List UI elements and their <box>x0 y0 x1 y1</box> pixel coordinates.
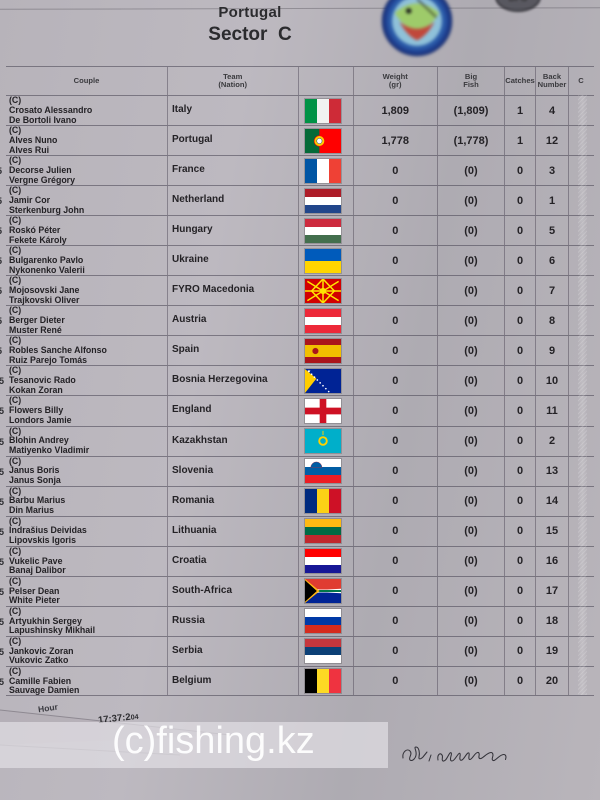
svg-text:BFG: BFG <box>509 0 528 3</box>
